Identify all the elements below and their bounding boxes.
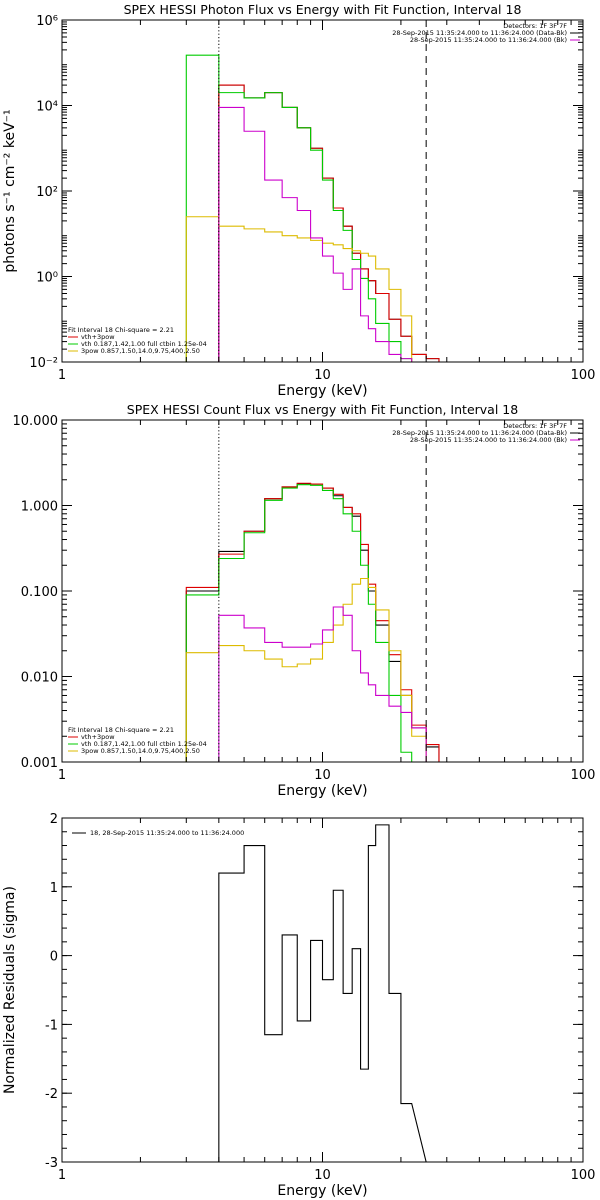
info-line: 28-Sep-2015 11:35:24.000 to 11:36:24.000… <box>410 36 567 44</box>
plot-area <box>185 420 440 762</box>
y-tick-label: -3 <box>45 1156 58 1171</box>
x-tick-label: 10 <box>314 1168 331 1183</box>
y-axis-label: photons s⁻¹ cm⁻² keV⁻¹ <box>2 109 18 272</box>
series-line-0 <box>218 84 440 362</box>
x-tick-label: 100 <box>571 768 596 783</box>
photon-flux-panel: 1 10 100 10⁻² 10⁰ 10² 10⁴ 10⁶ SPEX HESSI Photon … <box>2 2 595 399</box>
legend-entry: 3pow 0.857,1.50,14.0,9.75,400,2.50 <box>81 347 200 355</box>
series-line-4 <box>218 606 427 762</box>
y-tick-label: 0.010 <box>21 671 58 686</box>
x-tick-label: 1 <box>58 368 66 383</box>
x-axis-label: Energy (keV) <box>277 783 367 799</box>
x-tick-label: 100 <box>571 368 596 383</box>
x-tick-label: 10 <box>314 768 331 783</box>
axes-box <box>61 19 584 363</box>
x-axis-label: Energy (keV) <box>277 383 367 399</box>
plot-area <box>218 824 427 1162</box>
x-axis-label: Energy (keV) <box>277 1183 367 1199</box>
legend-title: Fit Interval 18 Chi-square = 2.21 <box>68 726 174 734</box>
y-tick-label: 1.000 <box>21 500 58 515</box>
legend-entry: vth 0.187,1.42,1.00 full ctbin 1.25e-04 <box>81 340 207 348</box>
plot-area <box>185 20 440 362</box>
y-tick-label: 10.000 <box>13 414 59 429</box>
legend-entry: vth+3pow <box>81 333 115 341</box>
y-tick-label: 1 <box>50 881 58 896</box>
axes-box <box>61 817 584 1163</box>
x-tick-label: 1 <box>58 1168 66 1183</box>
y-tick-label: 0.001 <box>21 756 58 771</box>
series-line-3 <box>185 216 413 362</box>
series-line-0 <box>218 824 427 1162</box>
chart-title: SPEX HESSI Photon Flux vs Energy with Fi… <box>124 2 522 17</box>
chart-title: SPEX HESSI Count Flux vs Energy with Fit… <box>127 402 518 417</box>
y-tick-label: -1 <box>45 1018 58 1033</box>
series-line-2 <box>185 484 413 762</box>
y-tick-label: -2 <box>45 1087 58 1102</box>
series-line-2 <box>185 54 413 362</box>
y-tick-label: 10⁶ <box>36 14 58 29</box>
y-axis-label: Normalized Residuals (sigma) <box>2 886 18 1094</box>
y-tick-label: 10⁻² <box>29 356 58 371</box>
info-line: Detectors: 1F 3F 7F <box>503 422 567 430</box>
y-tick-label: 0.100 <box>21 585 58 600</box>
series-line-3 <box>185 577 427 762</box>
info-line: 28-Sep-2015 11:35:24.000 to 11:36:24.000… <box>410 436 567 444</box>
legend-entry: 18, 28-Sep-2015 11:35:24.000 to 11:36:24… <box>90 829 244 837</box>
x-tick-label: 1 <box>58 768 66 783</box>
y-tick-label: 2 <box>50 812 58 827</box>
y-tick-label: 10² <box>36 185 58 200</box>
axes-box <box>61 419 584 763</box>
y-tick-label: 10⁴ <box>36 100 58 115</box>
y-tick-label: 10⁰ <box>36 271 58 286</box>
legend-title: Fit Interval 18 Chi-square = 2.21 <box>68 326 174 334</box>
info-line: 28-Sep-2015 11:35:24.000 to 11:36:24.000… <box>392 429 567 437</box>
legend-entry: 3pow 0.857,1.50,14.0,9.75,400,2.50 <box>81 747 200 755</box>
x-tick-label: 100 <box>571 1168 596 1183</box>
legend-entry: vth+3pow <box>81 733 115 741</box>
series-line-4 <box>218 106 413 362</box>
count-flux-panel: 1 10 100 0.001 0.010 0.100 1.000 10.000 SPEX HES… <box>13 402 596 799</box>
info-line: 28-Sep-2015 11:35:24.000 to 11:36:24.000… <box>392 29 567 37</box>
residuals-panel: 1 10 100 -3 -2 -1 0 1 2 Energy (keV) Normalized Re… <box>2 812 595 1199</box>
series-line-1 <box>218 84 440 362</box>
x-tick-label: 10 <box>314 368 331 383</box>
y-tick-label: 0 <box>50 950 58 965</box>
info-line: Detectors: 1F 3F 7F <box>503 22 567 30</box>
legend-entry: vth 0.187,1.42,1.00 full ctbin 1.25e-04 <box>81 740 207 748</box>
